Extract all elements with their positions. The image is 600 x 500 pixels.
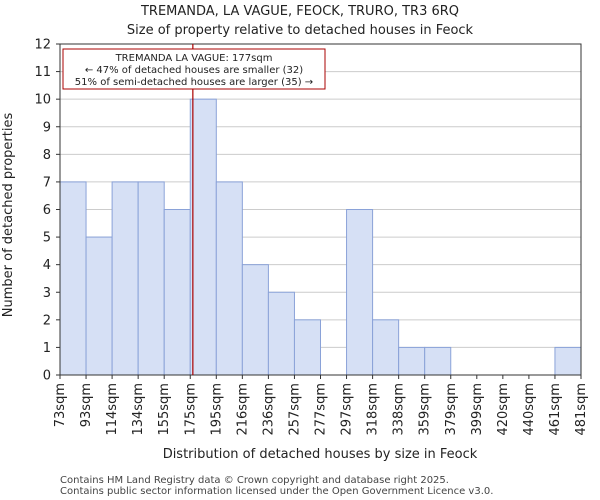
annotation-box: TREMANDA LA VAGUE: 177sqm ← 47% of detac… (62, 48, 326, 90)
y-tick-label: 12 (34, 38, 51, 53)
bar-216sqm (241, 264, 269, 376)
y-tick-label: 6 (43, 203, 51, 218)
x-tick-label: 318sqm (366, 383, 381, 436)
bar-257sqm (293, 319, 322, 376)
bar-461sqm (554, 346, 582, 376)
bar-318sqm (372, 319, 400, 376)
bar-134sqm (137, 181, 165, 376)
x-tick-label: 379sqm (444, 383, 459, 436)
x-tick-label: 338sqm (392, 383, 407, 436)
y-tick-label: 0 (43, 369, 51, 384)
bars (59, 98, 582, 376)
annotation-line-3: 51% of semi-detached houses are larger (… (75, 77, 313, 88)
y-tick-label: 10 (34, 93, 51, 108)
x-tick-label: 461sqm (548, 383, 563, 436)
y-tick-label: 8 (43, 148, 51, 163)
x-tick-label: 420sqm (496, 383, 511, 436)
bar-73sqm (59, 181, 87, 376)
x-tick-label: 481sqm (574, 383, 589, 436)
x-tick-label: 440sqm (522, 383, 537, 436)
bar-175sqm (189, 98, 217, 376)
y-tick-label: 7 (43, 175, 51, 190)
chart-title: TREMANDA, LA VAGUE, FEOCK, TRURO, TR3 6R… (140, 4, 459, 19)
x-tick-label: 114sqm (105, 383, 120, 436)
bar-114sqm (111, 181, 139, 376)
y-tick-label: 1 (43, 341, 51, 356)
bar-359sqm (424, 346, 452, 376)
bar-195sqm (215, 181, 243, 376)
y-tick-label: 11 (34, 65, 51, 80)
x-tick-label: 277sqm (314, 383, 329, 436)
x-tick-label: 297sqm (340, 383, 355, 436)
x-tick-label: 134sqm (131, 383, 146, 436)
footer-line-1: Contains HM Land Registry data © Crown c… (60, 475, 449, 486)
x-ticks: 73sqm 93sqm 114sqm 134sqm 155sqm 175sqm 195sqm… (53, 375, 589, 436)
x-tick-label: 155sqm (157, 383, 172, 436)
y-tick-label: 5 (43, 231, 51, 246)
x-tick-label: 73sqm (53, 383, 68, 427)
bar-155sqm (163, 209, 191, 376)
x-tick-label: 216sqm (235, 383, 250, 436)
bar-93sqm (85, 236, 113, 376)
chart-subtitle: Size of property relative to detached ho… (127, 23, 474, 38)
y-tick-label: 3 (43, 286, 51, 301)
x-tick-label: 359sqm (418, 383, 433, 436)
x-tick-label: 195sqm (209, 383, 224, 436)
y-tick-label: 4 (43, 258, 51, 273)
annotation-line-1: TREMANDA LA VAGUE: 177sqm (115, 53, 273, 64)
plot-frame (59, 43, 582, 376)
footer-line-2: Contains public sector information licen… (60, 486, 493, 497)
x-tick-label: 236sqm (261, 383, 276, 436)
y-tick-label: 2 (43, 313, 51, 328)
x-tick-label: 257sqm (287, 383, 302, 436)
annotation-line-2: ← 47% of detached houses are smaller (32… (85, 65, 303, 76)
x-tick-label: 399sqm (470, 383, 485, 436)
x-axis-label: Distribution of detached houses by size … (163, 447, 478, 462)
bar-297sqm (346, 209, 374, 376)
x-tick-label: 175sqm (183, 383, 198, 436)
y-axis-label: Number of detached properties (1, 113, 16, 318)
bar-236sqm (267, 291, 295, 376)
bar-338sqm (398, 346, 426, 376)
x-tick-label: 93sqm (79, 383, 94, 427)
y-tick-label: 9 (43, 120, 51, 135)
